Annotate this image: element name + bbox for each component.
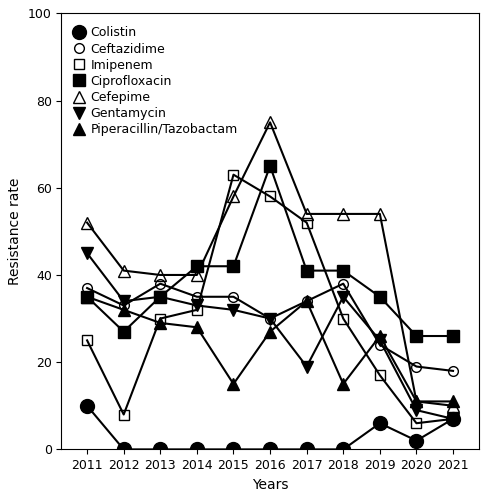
- Imipenem: [377, 372, 383, 378]
- Cefepime: [230, 194, 236, 200]
- Piperacillin/Tazobactam: [304, 298, 310, 304]
- Colistin: [157, 446, 163, 452]
- Colistin: [230, 446, 236, 452]
- Piperacillin/Tazobactam: [194, 324, 200, 330]
- Imipenem: [194, 307, 200, 313]
- Ciprofloxacin: [157, 294, 163, 300]
- Cefepime: [84, 220, 90, 226]
- Imipenem: [84, 338, 90, 344]
- Colistin: [121, 446, 127, 452]
- Colistin: [194, 446, 200, 452]
- Y-axis label: Resistance rate: Resistance rate: [8, 178, 22, 285]
- Ceftazidime: [230, 294, 236, 300]
- Gentamycin: [84, 250, 90, 256]
- Gentamycin: [230, 307, 236, 313]
- Legend: Colistin, Ceftazidime, Imipenem, Ciprofloxacin, Cefepime, Gentamycin, Piperacill: Colistin, Ceftazidime, Imipenem, Ciprofl…: [72, 24, 241, 138]
- Colistin: [340, 446, 346, 452]
- Cefepime: [304, 211, 310, 217]
- Ciprofloxacin: [340, 268, 346, 274]
- Cefepime: [121, 268, 127, 274]
- Line: Gentamycin: Gentamycin: [81, 248, 459, 424]
- X-axis label: Years: Years: [252, 478, 288, 492]
- Cefepime: [340, 211, 346, 217]
- Ceftazidime: [450, 368, 456, 374]
- Imipenem: [267, 194, 273, 200]
- Gentamycin: [450, 416, 456, 422]
- Ciprofloxacin: [84, 294, 90, 300]
- Piperacillin/Tazobactam: [121, 307, 127, 313]
- Colistin: [267, 446, 273, 452]
- Ciprofloxacin: [267, 163, 273, 169]
- Ceftazidime: [304, 298, 310, 304]
- Cefepime: [413, 398, 419, 404]
- Ceftazidime: [157, 280, 163, 286]
- Ceftazidime: [121, 302, 127, 308]
- Piperacillin/Tazobactam: [377, 333, 383, 339]
- Cefepime: [377, 211, 383, 217]
- Imipenem: [121, 412, 127, 418]
- Gentamycin: [340, 294, 346, 300]
- Ceftazidime: [194, 294, 200, 300]
- Ciprofloxacin: [304, 268, 310, 274]
- Cefepime: [267, 120, 273, 126]
- Imipenem: [304, 220, 310, 226]
- Ciprofloxacin: [450, 333, 456, 339]
- Ciprofloxacin: [121, 328, 127, 334]
- Ceftazidime: [84, 285, 90, 291]
- Colistin: [84, 403, 90, 409]
- Imipenem: [157, 316, 163, 322]
- Cefepime: [157, 272, 163, 278]
- Line: Cefepime: Cefepime: [81, 117, 459, 412]
- Piperacillin/Tazobactam: [267, 328, 273, 334]
- Gentamycin: [413, 407, 419, 413]
- Line: Imipenem: Imipenem: [82, 170, 458, 428]
- Colistin: [377, 420, 383, 426]
- Gentamycin: [194, 302, 200, 308]
- Imipenem: [413, 420, 419, 426]
- Imipenem: [450, 416, 456, 422]
- Piperacillin/Tazobactam: [157, 320, 163, 326]
- Ceftazidime: [413, 364, 419, 370]
- Ciprofloxacin: [230, 263, 236, 269]
- Gentamycin: [377, 338, 383, 344]
- Line: Colistin: Colistin: [80, 399, 460, 456]
- Imipenem: [230, 172, 236, 177]
- Cefepime: [194, 272, 200, 278]
- Ciprofloxacin: [413, 333, 419, 339]
- Line: Piperacillin/Tazobactam: Piperacillin/Tazobactam: [81, 291, 459, 407]
- Piperacillin/Tazobactam: [84, 294, 90, 300]
- Colistin: [413, 438, 419, 444]
- Piperacillin/Tazobactam: [340, 381, 346, 387]
- Gentamycin: [121, 298, 127, 304]
- Colistin: [304, 446, 310, 452]
- Ceftazidime: [340, 280, 346, 286]
- Cefepime: [450, 403, 456, 409]
- Gentamycin: [157, 294, 163, 300]
- Piperacillin/Tazobactam: [230, 381, 236, 387]
- Piperacillin/Tazobactam: [413, 398, 419, 404]
- Imipenem: [340, 316, 346, 322]
- Line: Ciprofloxacin: Ciprofloxacin: [81, 160, 459, 342]
- Ciprofloxacin: [377, 294, 383, 300]
- Colistin: [450, 416, 456, 422]
- Ceftazidime: [267, 316, 273, 322]
- Gentamycin: [304, 364, 310, 370]
- Gentamycin: [267, 316, 273, 322]
- Piperacillin/Tazobactam: [450, 398, 456, 404]
- Line: Ceftazidime: Ceftazidime: [82, 279, 458, 376]
- Ciprofloxacin: [194, 263, 200, 269]
- Ceftazidime: [377, 342, 383, 347]
